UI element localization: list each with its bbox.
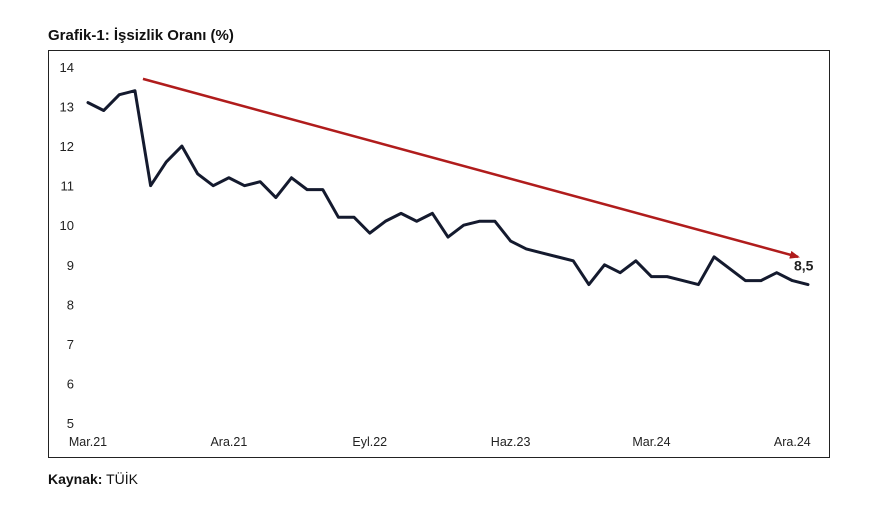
x-tick-label: Haz.23 bbox=[491, 435, 531, 449]
series-line bbox=[86, 89, 810, 287]
y-tick-label: 6 bbox=[67, 376, 74, 391]
y-tick-label: 11 bbox=[61, 179, 75, 194]
y-tick-label: 7 bbox=[67, 337, 74, 352]
y-tick-label: 8 bbox=[67, 297, 74, 312]
y-tick-label: 9 bbox=[67, 258, 74, 273]
x-tick-label: Ara.21 bbox=[210, 435, 247, 449]
source-label: Kaynak: bbox=[48, 471, 103, 487]
x-tick-label: Eyl.22 bbox=[352, 435, 387, 449]
trend-arrow bbox=[142, 77, 800, 259]
end-value-label: 8,5 bbox=[794, 258, 814, 274]
source-note: Kaynak: TÜİK bbox=[48, 471, 138, 487]
source-value: TÜİK bbox=[106, 471, 138, 487]
y-tick-label: 5 bbox=[67, 416, 74, 431]
y-tick-label: 12 bbox=[60, 139, 74, 154]
y-tick-label: 13 bbox=[60, 100, 74, 115]
x-tick-label: Ara.24 bbox=[774, 435, 811, 449]
x-tick-label: Mar.21 bbox=[69, 435, 107, 449]
x-tick-label: Mar.24 bbox=[632, 435, 670, 449]
chart-frame bbox=[48, 50, 830, 458]
y-tick-label: 10 bbox=[60, 218, 74, 233]
line-chart: 5 6 7 8 9 10 11 12 13 14 Mar.21 Ara.21 Eyl.22 Haz.23 M… bbox=[60, 60, 814, 449]
chart-title: Grafik-1: İşsizlik Oranı (%) bbox=[48, 27, 234, 44]
y-tick-label: 14 bbox=[60, 60, 74, 75]
